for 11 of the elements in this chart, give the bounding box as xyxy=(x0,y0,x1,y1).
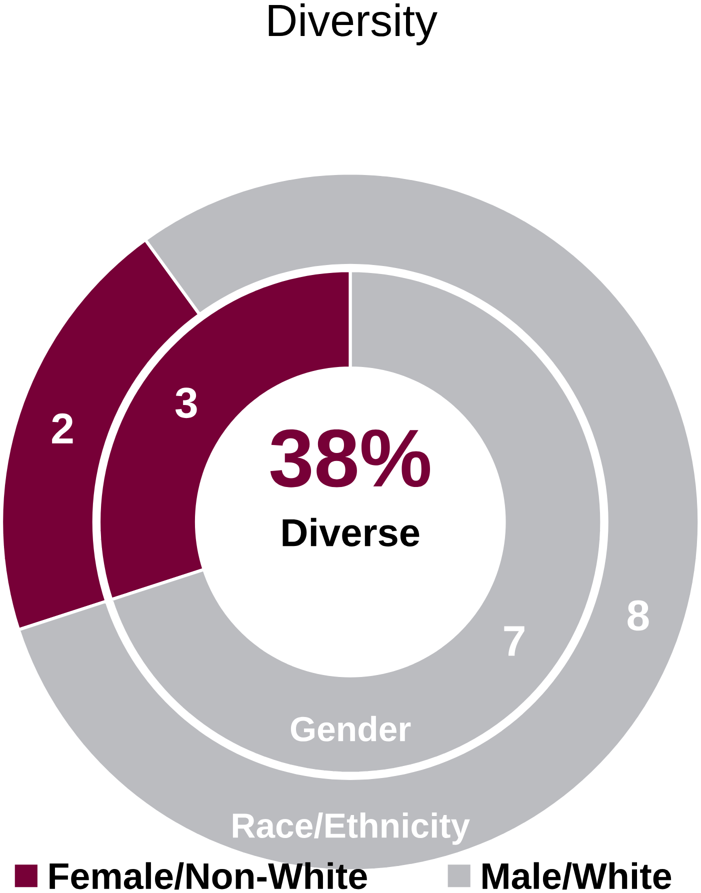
data-label: 2 xyxy=(52,413,73,444)
legend-label: Male/White xyxy=(482,862,672,890)
data-label: 8 xyxy=(628,600,649,631)
slice-label: Gender xyxy=(291,716,411,742)
text: Diverse xyxy=(282,518,420,546)
text: 38% xyxy=(270,429,430,488)
data-label: 7 xyxy=(504,626,524,656)
slice-label: Race/Ethnicity xyxy=(233,812,470,845)
legend-label: Female/Non-White xyxy=(50,862,368,890)
data-label: 3 xyxy=(176,388,197,418)
chart-title: Diversity xyxy=(269,3,438,46)
